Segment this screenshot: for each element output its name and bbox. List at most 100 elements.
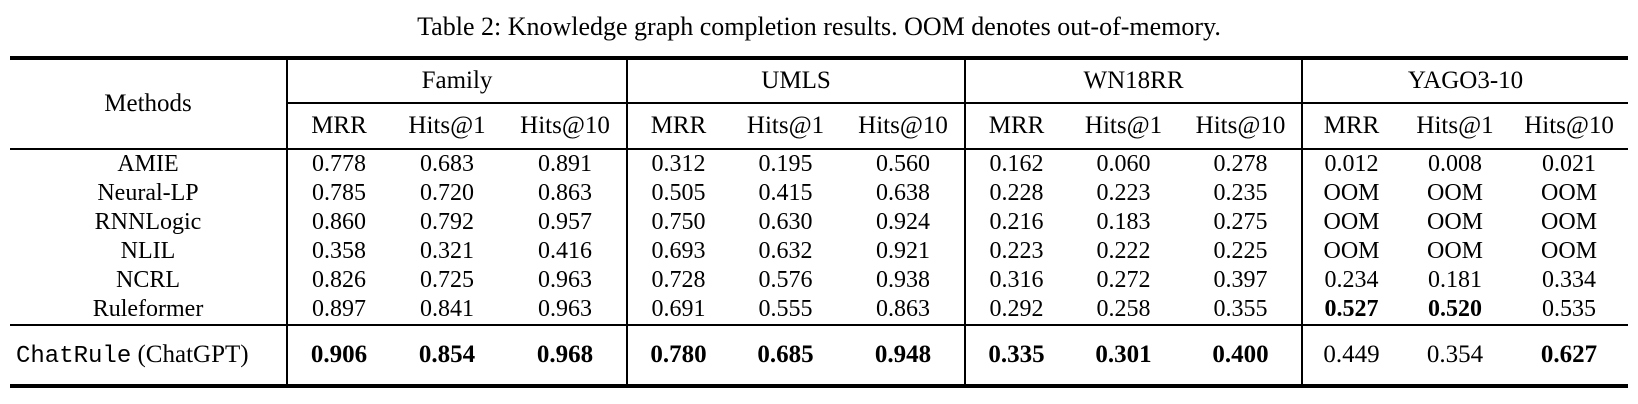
col-header-hits1: Hits@1 [390, 103, 504, 150]
metric-value: 0.449 [1301, 324, 1401, 386]
method-name: RNNLogic [94, 209, 202, 235]
col-header-hits10: Hits@10 [1180, 103, 1303, 150]
table-row: Neural-LP 0.785 0.720 0.863 0.505 0.415 0.638 0… [10, 179, 1628, 208]
metric-value: 0.228 [964, 179, 1068, 208]
col-header-hits10: Hits@10 [504, 103, 627, 150]
metric-value: OOM [1427, 238, 1484, 264]
metric-value: 0.223 [1096, 180, 1151, 206]
metric-value: 0.792 [420, 209, 474, 235]
col-header-hits1: Hits@1 [729, 103, 842, 150]
method-name: Neural-LP [97, 180, 199, 206]
metric-value: 0.778 [286, 149, 390, 179]
metric-value: 0.312 [626, 149, 729, 179]
metric-value: 0.527 [1301, 295, 1401, 325]
method-name-suffix: (ChatGPT) [131, 340, 249, 368]
group-header-family: Family [286, 58, 627, 104]
metric-value: 0.780 [626, 324, 729, 386]
metric-value: 0.278 [1213, 151, 1268, 177]
group-header-yago3-10: YAGO3-10 [1301, 58, 1629, 104]
results-table: Methods Family UMLS WN18RR YAGO3-10 MRR … [10, 56, 1629, 388]
metric-value: 0.693 [626, 237, 729, 266]
metric-value: 0.416 [538, 238, 592, 264]
metric-value: 0.292 [964, 295, 1068, 325]
metric-value: 0.948 [842, 324, 966, 386]
col-header-mrr: MRR [286, 103, 390, 150]
col-header-methods: Methods [10, 58, 287, 150]
metric-value: 0.555 [758, 296, 813, 322]
metric-value: 0.008 [1428, 151, 1483, 177]
metric-value: 0.863 [876, 296, 931, 322]
metric-value: 0.400 [1180, 324, 1303, 386]
metric-value: 0.316 [964, 266, 1068, 295]
metric-value: OOM [1541, 209, 1598, 235]
col-header-mrr: MRR [964, 103, 1068, 150]
metric-value: 0.691 [626, 295, 729, 325]
metric-value: 0.938 [876, 267, 931, 293]
metric-value: 0.921 [876, 238, 931, 264]
group-header-umls: UMLS [625, 58, 966, 104]
metric-value: 0.272 [1096, 267, 1151, 293]
metric-value: 0.216 [964, 208, 1068, 237]
metric-value: 0.012 [1301, 149, 1401, 179]
metric-value: 0.223 [964, 237, 1068, 266]
metric-value: 0.335 [964, 324, 1068, 386]
method-name: ChatRule (ChatGPT) [10, 324, 287, 386]
col-header-mrr: MRR [626, 103, 729, 150]
table-row: NLIL 0.358 0.321 0.416 0.693 0.632 0.921 0.223 0… [10, 237, 1628, 266]
metric-value: 0.301 [1067, 324, 1181, 386]
metric-value: 0.863 [538, 180, 592, 206]
table-row: AMIE 0.778 0.683 0.891 0.312 0.195 0.560 0.162 0… [10, 149, 1628, 179]
metric-value: 0.725 [420, 267, 474, 293]
method-name: NLIL [120, 238, 176, 264]
col-header-hits1: Hits@1 [1067, 103, 1181, 150]
metric-value: 0.258 [1096, 296, 1151, 322]
table-row: NCRL 0.826 0.725 0.963 0.728 0.576 0.938 0.316 0… [10, 266, 1628, 295]
method-name: NCRL [115, 267, 180, 293]
metric-value: 0.505 [626, 179, 729, 208]
col-header-hits10: Hits@10 [1510, 103, 1629, 150]
table-row: RNNLogic 0.860 0.792 0.957 0.750 0.630 0.924 0.… [10, 208, 1628, 237]
metric-value: OOM [1541, 238, 1598, 264]
metric-value: 0.334 [1542, 267, 1597, 293]
metric-value: 0.750 [626, 208, 729, 237]
metric-value: 0.632 [758, 238, 813, 264]
metric-value: 0.358 [286, 237, 390, 266]
metric-value: 0.576 [758, 267, 813, 293]
metric-value: OOM [1541, 180, 1598, 206]
metric-value: 0.195 [758, 151, 813, 177]
table-row: Ruleformer 0.897 0.841 0.963 0.691 0.555 0.863… [10, 295, 1628, 325]
metric-value: 0.826 [286, 266, 390, 295]
metric-value: 0.906 [286, 324, 390, 386]
metric-value: 0.638 [876, 180, 931, 206]
metric-value: 0.060 [1096, 151, 1151, 177]
metric-value: 0.560 [876, 151, 931, 177]
metric-value: OOM [1301, 237, 1401, 266]
metric-value: 0.785 [286, 179, 390, 208]
metric-value: 0.683 [420, 151, 474, 177]
metric-value: 0.225 [1213, 238, 1268, 264]
metric-value: 0.963 [538, 296, 592, 322]
metric-value: 0.181 [1428, 267, 1483, 293]
metric-value: 0.321 [420, 238, 474, 264]
col-header-hits10: Hits@10 [842, 103, 966, 150]
metric-value: 0.415 [758, 180, 813, 206]
metric-value: 0.924 [876, 209, 931, 235]
metric-value: 0.841 [420, 296, 474, 322]
metric-value: OOM [1301, 179, 1401, 208]
table-row: ChatRule (ChatGPT) 0.906 0.854 0.968 0.780 0.… [10, 324, 1629, 386]
metric-value: 0.627 [1510, 324, 1629, 386]
metric-value: 0.234 [1301, 266, 1401, 295]
metric-value: 0.355 [1213, 296, 1268, 322]
metric-value: 0.021 [1542, 151, 1597, 177]
metric-value: 0.968 [504, 324, 627, 386]
group-header-wn18rr: WN18RR [964, 58, 1303, 104]
metric-value: 0.520 [1428, 296, 1483, 322]
metric-value: 0.860 [286, 208, 390, 237]
metric-value: 0.183 [1096, 209, 1151, 235]
metric-value: 0.222 [1096, 238, 1151, 264]
table-body: AMIE 0.778 0.683 0.891 0.312 0.195 0.560 0.162 0… [10, 149, 1629, 386]
metric-value: 0.397 [1213, 267, 1268, 293]
metric-value: 0.897 [286, 295, 390, 325]
metric-value: OOM [1427, 180, 1484, 206]
